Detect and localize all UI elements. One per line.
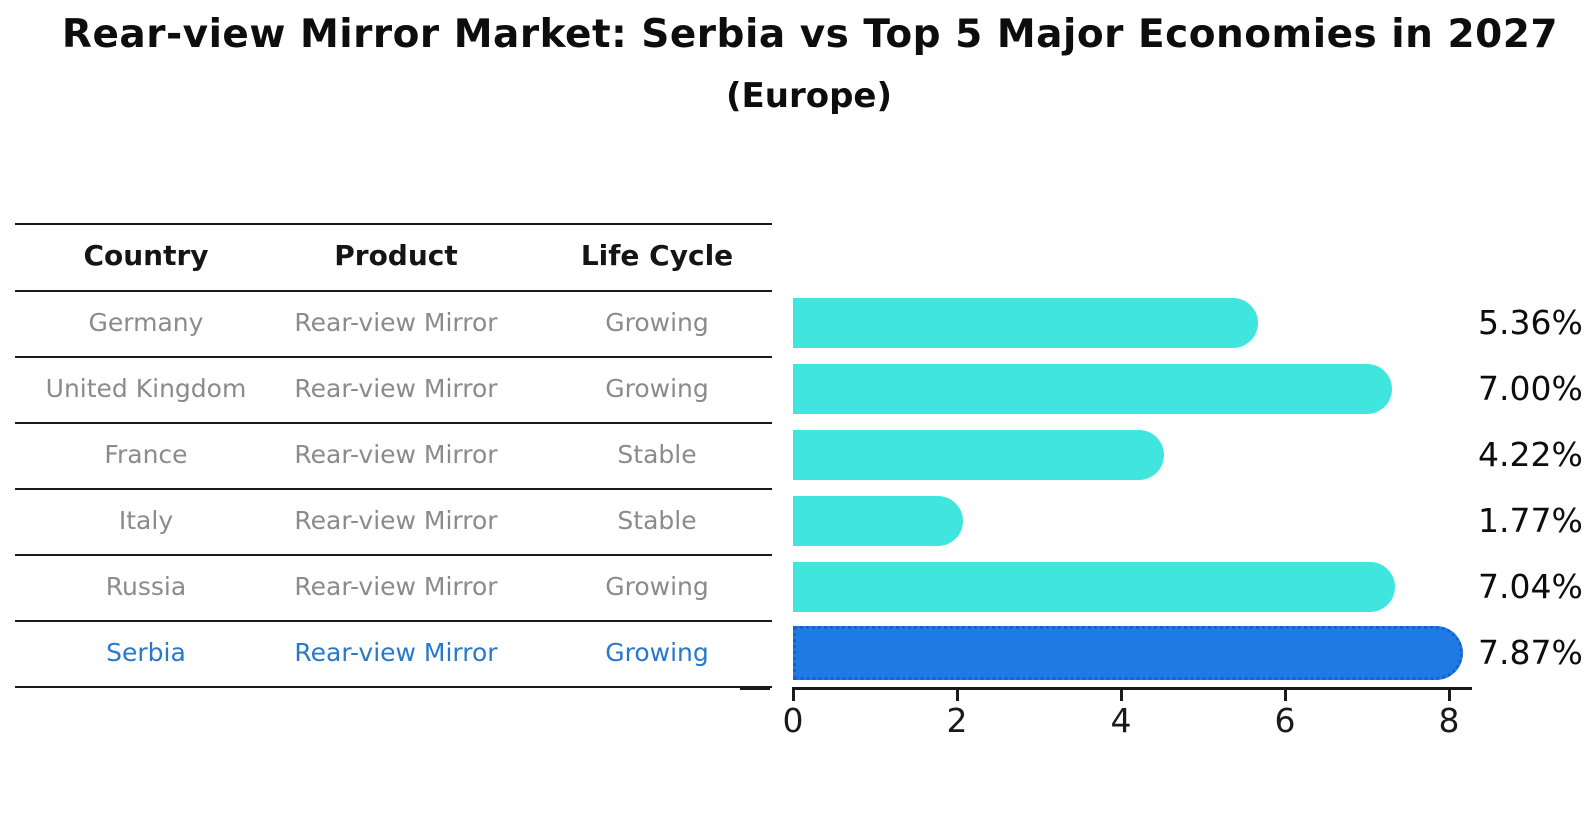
cell-life-cycle: Growing <box>605 638 709 667</box>
x-tick-mark <box>1448 690 1451 701</box>
x-tick-label: 0 <box>782 701 804 740</box>
table-rule <box>15 356 772 358</box>
cell-country: Germany <box>88 308 204 337</box>
cell-product: Rear-view Mirror <box>294 308 498 337</box>
x-tick-label: 2 <box>946 701 968 740</box>
bar-highlight-serbia <box>793 626 1463 680</box>
bar <box>793 430 1164 480</box>
cell-country: Russia <box>105 572 187 601</box>
bar-value-label: 5.36% <box>1478 303 1583 342</box>
cell-life-cycle: Growing <box>605 374 709 403</box>
x-tick-mark <box>1120 690 1123 701</box>
cell-product: Rear-view Mirror <box>294 572 498 601</box>
cell-country: Italy <box>118 506 174 535</box>
bar <box>793 496 963 546</box>
x-tick-label: 8 <box>1438 701 1460 740</box>
bar-value-label: 4.22% <box>1478 435 1583 474</box>
table-rule <box>15 620 772 622</box>
y-axis-tick <box>740 488 770 490</box>
bar <box>793 562 1395 612</box>
bar-value-label: 7.04% <box>1478 567 1583 606</box>
cell-life-cycle: Growing <box>605 572 709 601</box>
table-header-life-cycle: Life Cycle <box>580 239 734 272</box>
table-rule <box>15 686 772 688</box>
x-axis-line <box>792 687 1472 690</box>
bar <box>793 364 1392 414</box>
x-tick-label: 4 <box>1110 701 1132 740</box>
y-axis-tick <box>740 620 770 622</box>
table-rule <box>15 223 772 225</box>
table-rule <box>15 422 772 424</box>
y-axis-tick <box>740 422 770 424</box>
cell-country: Serbia <box>106 638 186 667</box>
y-axis-tick <box>740 290 770 292</box>
bar-value-label: 7.00% <box>1478 369 1583 408</box>
chart-subtitle: (Europe) <box>725 76 893 116</box>
x-tick-mark <box>792 690 795 701</box>
cell-life-cycle: Stable <box>617 506 697 535</box>
table-rule <box>15 290 772 292</box>
y-axis-tick <box>740 688 770 690</box>
bar <box>793 298 1258 348</box>
cell-product: Rear-view Mirror <box>294 440 498 469</box>
table-rule <box>15 488 772 490</box>
x-tick-mark <box>1284 690 1287 701</box>
chart-title: Rear-view Mirror Market: Serbia vs Top 5… <box>61 12 1559 57</box>
cell-product: Rear-view Mirror <box>294 638 498 667</box>
bar-value-label: 1.77% <box>1478 501 1583 540</box>
cell-life-cycle: Growing <box>605 308 709 337</box>
cell-country: United Kingdom <box>45 374 247 403</box>
x-tick-mark <box>956 690 959 701</box>
cell-country: France <box>104 440 188 469</box>
y-axis-tick <box>740 554 770 556</box>
table-rule <box>15 554 772 556</box>
x-tick-label: 6 <box>1274 701 1296 740</box>
bar-value-label: 7.87% <box>1478 633 1583 672</box>
y-axis-tick <box>740 356 770 358</box>
table-header-country: Country <box>83 239 209 272</box>
cell-product: Rear-view Mirror <box>294 374 498 403</box>
table-header-product: Product <box>334 239 458 272</box>
cell-life-cycle: Stable <box>617 440 697 469</box>
cell-product: Rear-view Mirror <box>294 506 498 535</box>
